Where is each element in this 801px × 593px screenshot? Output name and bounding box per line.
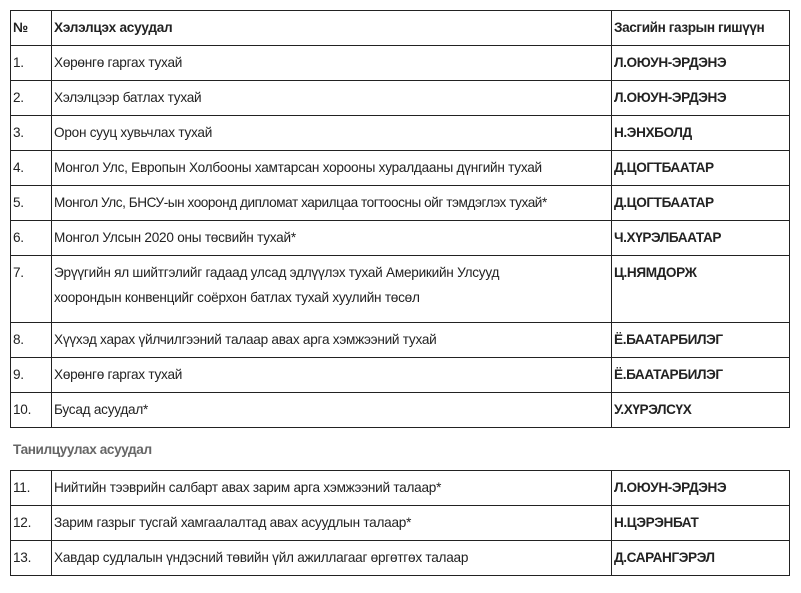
- table-row: 8. Хүүхэд харах үйлчилгээний талаар авах …: [10, 322, 790, 358]
- section-heading: Танилцуулах асуудал: [13, 442, 152, 457]
- table-row: 5. Монгол Улс, БНСУ-ын хооронд дипломат х…: [10, 185, 790, 221]
- table-header-row: № Хэлэлцэх асуудал Засгийн газрын гишүүн: [10, 10, 790, 46]
- row-number: 4.: [10, 150, 52, 186]
- row-number: 5.: [10, 185, 52, 221]
- row-number: 9.: [10, 357, 52, 393]
- table-row: 1. Хөрөнгө гаргах тухай Л.ОЮУН-ЭРДЭНЭ: [10, 45, 790, 81]
- row-member: Д.ЦОГТБААТАР: [611, 150, 790, 186]
- row-member: Ц.НЯМДОРЖ: [611, 255, 790, 323]
- row-number: 7.: [10, 255, 52, 323]
- row-member: Н.ЦЭРЭНБАТ: [611, 505, 790, 541]
- table-row: 13. Хавдар судлалын үндэсний төвийн үйл а…: [10, 540, 790, 576]
- row-member: Л.ОЮУН-ЭРДЭНЭ: [611, 470, 790, 506]
- row-number: 3.: [10, 115, 52, 151]
- row-number: 11.: [10, 470, 52, 506]
- row-topic: Хэлэлцээр батлах тухай: [51, 80, 612, 116]
- table-row: 2. Хэлэлцээр батлах тухай Л.ОЮУН-ЭРДЭНЭ: [10, 80, 790, 116]
- table-row: 12. Зарим газрыг тусгай хамгаалалтад авах…: [10, 505, 790, 541]
- row-topic: Эрүүгийн ял шийтгэлийг гадаад улсад эдлү…: [51, 255, 612, 323]
- table-row: 7. Эрүүгийн ял шийтгэлийг гадаад улсад эд…: [10, 255, 790, 323]
- agenda-table: № Хэлэлцэх асуудал Засгийн газрын гишүүн…: [10, 10, 790, 428]
- table-row: 10. Бусад асуудал* У.ХҮРЭЛСҮХ: [10, 392, 790, 428]
- row-topic: Хавдар судлалын үндэсний төвийн үйл ажил…: [51, 540, 612, 576]
- row-topic: Монгол Улс, Европын Холбооны хамтарсан х…: [51, 150, 612, 186]
- row-topic: Зарим газрыг тусгай хамгаалалтад авах ас…: [51, 505, 612, 541]
- row-member: У.ХҮРЭЛСҮХ: [611, 392, 790, 428]
- row-number: 8.: [10, 322, 52, 358]
- row-topic: Хөрөнгө гаргах тухай: [51, 357, 612, 393]
- table-row: 9. Хөрөнгө гаргах тухай Ё.БААТАРБИЛЭГ: [10, 357, 790, 393]
- row-topic: Монгол Улс, БНСУ-ын хооронд дипломат хар…: [51, 185, 612, 221]
- row-member: Д.САРАНГЭРЭЛ: [611, 540, 790, 576]
- row-topic: Нийтийн тээврийн салбарт авах зарим арга…: [51, 470, 612, 506]
- header-member: Засгийн газрын гишүүн: [611, 10, 790, 46]
- row-member: Л.ОЮУН-ЭРДЭНЭ: [611, 80, 790, 116]
- row-number: 2.: [10, 80, 52, 116]
- row-number: 10.: [10, 392, 52, 428]
- header-number: №: [10, 10, 52, 46]
- row-topic: Хөрөнгө гаргах тухай: [51, 45, 612, 81]
- table-row: 3. Орон сууц хувьчлах тухай Н.ЭНХБОЛД: [10, 115, 790, 151]
- row-member: Ё.БААТАРБИЛЭГ: [611, 322, 790, 358]
- row-number: 6.: [10, 220, 52, 256]
- row-member: Д.ЦОГТБААТАР: [611, 185, 790, 221]
- row-member: Л.ОЮУН-ЭРДЭНЭ: [611, 45, 790, 81]
- row-number: 1.: [10, 45, 52, 81]
- row-number: 12.: [10, 505, 52, 541]
- table-row: 11. Нийтийн тээврийн салбарт авах зарим а…: [10, 470, 790, 506]
- row-topic: Монгол Улсын 2020 оны төсвийн тухай*: [51, 220, 612, 256]
- table-row: 4. Монгол Улс, Европын Холбооны хамтарсан…: [10, 150, 790, 186]
- row-member: Ч.ХҮРЭЛБААТАР: [611, 220, 790, 256]
- row-topic: Орон сууц хувьчлах тухай: [51, 115, 612, 151]
- row-number: 13.: [10, 540, 52, 576]
- row-topic: Хүүхэд харах үйлчилгээний талаар авах ар…: [51, 322, 612, 358]
- header-topic: Хэлэлцэх асуудал: [51, 10, 612, 46]
- row-topic: Бусад асуудал*: [51, 392, 612, 428]
- row-member: Ё.БААТАРБИЛЭГ: [611, 357, 790, 393]
- row-member: Н.ЭНХБОЛД: [611, 115, 790, 151]
- introduction-table: 11. Нийтийн тээврийн салбарт авах зарим а…: [10, 470, 790, 576]
- table-row: 6. Монгол Улсын 2020 оны төсвийн тухай* Ч.…: [10, 220, 790, 256]
